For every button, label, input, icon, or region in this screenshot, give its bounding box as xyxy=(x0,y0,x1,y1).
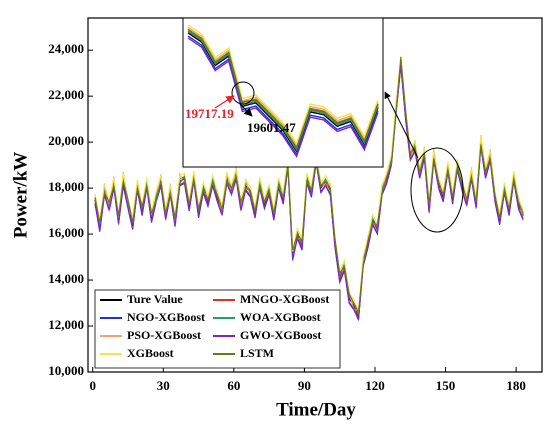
legend-label: Ture Value xyxy=(127,292,183,306)
legend-label: XGBoost xyxy=(127,346,174,360)
x-tick-label: 150 xyxy=(436,378,456,393)
legend-label: NGO-XGBoost xyxy=(127,310,205,324)
y-tick-label: 20,000 xyxy=(48,133,84,148)
legend-label: MNGO-XGBoost xyxy=(240,292,329,306)
series-line xyxy=(187,24,379,145)
inset-frame xyxy=(182,17,384,168)
inset-plot: 19717.19 19601.47 xyxy=(185,24,379,159)
series-line xyxy=(94,55,524,312)
legend-label: WOA-XGBoost xyxy=(240,310,321,324)
y-tick-label: 16,000 xyxy=(48,225,84,240)
plot: 10,000 12,000 14,000 16,000 18,000 20,000 22,0… xyxy=(48,41,526,393)
annotation: 19601.47 xyxy=(247,120,296,135)
series-line xyxy=(187,37,379,159)
series-line xyxy=(94,65,524,321)
zoom-circle xyxy=(410,147,464,233)
series-line xyxy=(187,32,379,153)
legend-label: LSTM xyxy=(240,346,274,360)
y-tick-label: 14,000 xyxy=(48,271,84,286)
series-line xyxy=(187,28,379,150)
x-tick-label: 0 xyxy=(89,378,96,393)
series-line xyxy=(94,57,524,315)
y-tick-label: 12,000 xyxy=(48,317,84,332)
legend-label: PSO-XGBoost xyxy=(127,328,201,342)
x-tick-label: 30 xyxy=(157,378,170,393)
y-tick-label: 24,000 xyxy=(48,41,84,56)
series-line xyxy=(187,26,379,148)
x-tick-label: 60 xyxy=(227,378,240,393)
legend-label: GWO-XGBoost xyxy=(240,328,321,342)
x-tick-label: 120 xyxy=(365,378,385,393)
annotation-arrow xyxy=(239,103,253,117)
y-tick-label: 10,000 xyxy=(48,363,84,378)
x-axis-title: Time/Day xyxy=(276,399,356,420)
annotation: 19717.19 xyxy=(185,106,234,121)
y-tick-label: 18,000 xyxy=(48,179,84,194)
x-tick-label: 90 xyxy=(298,378,311,393)
y-tick-label: 22,000 xyxy=(48,87,84,102)
annotation-arrow xyxy=(214,95,235,109)
y-axis-title: Power/kW xyxy=(10,152,31,239)
legend: Ture Value MNGO-XGBoost NGO-XGBoost WOA-XGB… xyxy=(94,289,341,369)
zoom-arrow xyxy=(384,91,419,159)
series-line xyxy=(187,30,379,152)
x-tick-label: 180 xyxy=(506,378,526,393)
inset-circle xyxy=(231,81,255,105)
series-line xyxy=(187,35,379,157)
